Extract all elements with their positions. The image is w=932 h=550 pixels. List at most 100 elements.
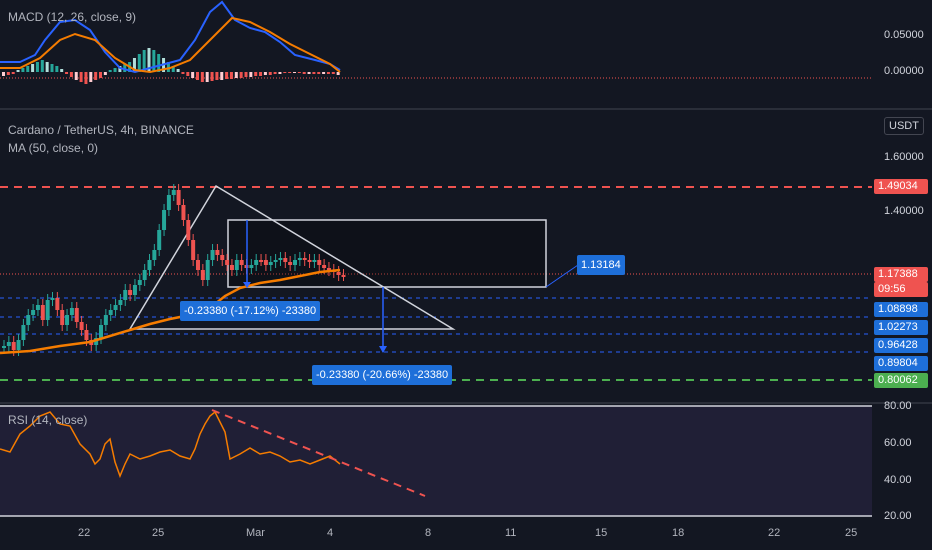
macd-histogram-bar [79, 72, 83, 82]
rsi-trendline [211, 409, 426, 497]
rsi-tick: 20.00 [884, 510, 912, 522]
target-callout-line [545, 264, 579, 288]
measure-label-2[interactable]: -0.23380 (-20.66%) -23380 [312, 365, 453, 385]
time-tick: 25 [845, 527, 858, 539]
candle-body [278, 258, 283, 260]
time-tick: 22 [768, 527, 781, 539]
candle-body [45, 300, 50, 320]
macd-histogram-bar [89, 72, 93, 82]
candle-body [2, 346, 6, 348]
macd-histogram-bar [200, 72, 204, 82]
candle-body [132, 285, 137, 295]
macd-histogram-bar [186, 72, 190, 76]
macd-histogram [2, 48, 340, 84]
candle-body [283, 258, 288, 262]
last-price-tag: 1.17388 [874, 267, 928, 282]
target-price-label[interactable]: 1.13184 [577, 255, 625, 275]
candle-body [229, 265, 234, 270]
candle-body [176, 190, 181, 205]
candle-body [31, 310, 36, 315]
candle-body [99, 325, 103, 338]
measure-arrowhead-1 [243, 282, 251, 288]
macd-histogram-bar [283, 72, 287, 73]
candle-body [196, 260, 200, 270]
candle-body [268, 262, 273, 265]
support-price-tag: 0.80062 [874, 373, 928, 388]
macd-histogram-bar [176, 69, 180, 72]
macd-histogram-bar [152, 50, 156, 72]
candle-body [225, 260, 230, 265]
macd-histogram-bar [273, 72, 277, 74]
price-axis[interactable]: 1.60000 1.40000 [872, 110, 932, 402]
price-tick: 1.60000 [884, 151, 924, 163]
price-pane[interactable]: Cardano / TetherUS, 4h, BINANCE MA (50, … [0, 110, 872, 402]
level-tag-3: 0.96428 [874, 338, 928, 353]
macd-histogram-bar [113, 68, 117, 72]
macd-histogram-bar [215, 72, 219, 80]
macd-line [0, 0, 341, 74]
macd-histogram-bar [326, 72, 330, 74]
ma-indicator-label[interactable]: MA (50, close, 0) [8, 141, 99, 155]
currency-button[interactable]: USDT [884, 117, 924, 135]
macd-histogram-bar [293, 72, 296, 73]
macd-histogram-bar [234, 72, 238, 78]
macd-histogram-bar [45, 62, 49, 72]
rsi-title[interactable]: RSI (14, close) [8, 413, 88, 427]
candle-body [157, 230, 162, 250]
macd-histogram-bar [74, 72, 78, 80]
macd-histogram-bar [225, 72, 229, 79]
candle-body [200, 270, 205, 280]
countdown-tag: 09:56 [874, 282, 928, 297]
macd-histogram-bar [132, 58, 136, 72]
macd-histogram-bar [6, 72, 10, 75]
macd-histogram-bar [171, 66, 175, 72]
candle-body [123, 290, 128, 300]
macd-histogram-bar [142, 50, 146, 72]
candle-body [128, 290, 133, 295]
macd-histogram-bar [35, 62, 39, 72]
macd-histogram-bar [157, 54, 161, 72]
macd-histogram-bar [288, 72, 292, 73]
measure-arrowhead-2 [379, 346, 387, 353]
resistance-price-tag: 1.49034 [874, 179, 928, 194]
macd-histogram-bar [254, 72, 258, 76]
candle-body [50, 298, 55, 300]
macd-title: MACD (12, 26, close, 9) [8, 10, 137, 24]
candle-body [103, 315, 108, 325]
candle-body [152, 250, 157, 260]
candle-body [55, 298, 60, 310]
candle-body [26, 315, 31, 325]
time-axis[interactable]: 22 25 Mar 4 8 11 15 18 22 25 [0, 520, 932, 550]
candle-body [239, 260, 244, 265]
pane-separator[interactable] [0, 402, 932, 404]
macd-histogram-bar [108, 70, 112, 72]
symbol-title[interactable]: Cardano / TetherUS, 4h, BINANCE [8, 123, 194, 137]
price-plot[interactable] [0, 110, 872, 402]
candle-body [142, 270, 147, 280]
candle-body [191, 240, 196, 260]
macd-histogram-bar [16, 70, 20, 72]
macd-plot [0, 0, 872, 84]
time-tick: 18 [672, 527, 685, 539]
candle-body [297, 258, 302, 260]
macd-histogram-bar [191, 72, 195, 78]
candle-body [307, 260, 312, 262]
candle-body [69, 308, 74, 315]
candle-body [336, 272, 341, 275]
macd-histogram-bar [317, 72, 321, 74]
macd-histogram-bar [331, 72, 335, 74]
candle-body [220, 255, 225, 260]
measure-label-1[interactable]: -0.23380 (-17.12%) -23380 [180, 301, 321, 321]
candle-body [205, 260, 210, 280]
rsi-tick: 80.00 [884, 400, 912, 412]
range-rectangle [227, 219, 547, 288]
time-tick: 11 [505, 527, 517, 539]
macd-axis: 0.05000 0.00000 [872, 0, 932, 108]
macd-histogram-bar [196, 72, 199, 80]
macd-histogram-bar [210, 72, 214, 81]
rsi-band [0, 406, 872, 516]
price-tick: 1.40000 [884, 205, 924, 217]
pane-separator[interactable] [0, 108, 932, 110]
macd-histogram-bar [259, 72, 263, 76]
candle-body [273, 260, 278, 262]
